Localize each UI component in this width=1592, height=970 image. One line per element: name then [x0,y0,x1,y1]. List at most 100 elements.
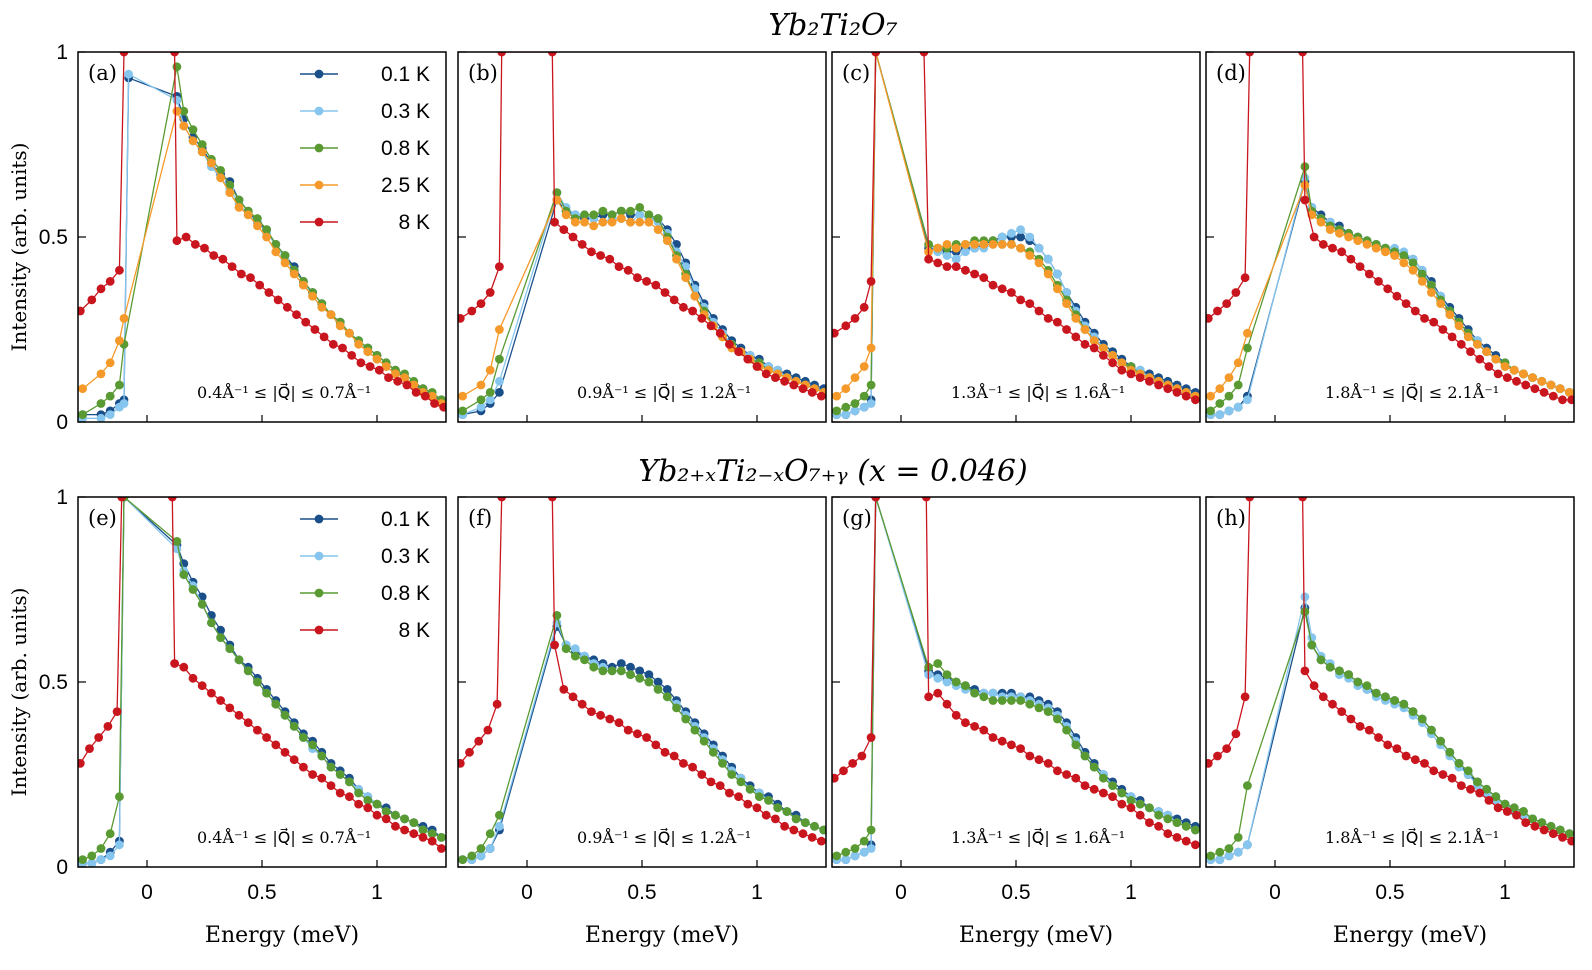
series-8-K-point [697,314,707,323]
series-8-K-point [497,52,507,57]
series-0-8-K-point [1445,747,1455,757]
legend-marker [314,625,324,635]
series-8-K-point [1392,291,1402,301]
series-2-5-K-point [997,240,1007,249]
series-8-K-point [1364,269,1374,279]
series-0-8-K-point [1053,714,1062,724]
series-8-K-point [1135,373,1145,382]
series-8-K-point [1337,707,1347,716]
series-8-K-point [1530,384,1540,394]
series-0-3-K-point [105,410,115,419]
series-8-K-point [1429,317,1439,327]
series-2-5-K-point [1509,365,1519,375]
series-0-8-K-line [462,190,824,412]
series-2-5-K-point [427,391,437,401]
series-2-5-K-point [1565,388,1574,397]
series-0-8-K-point [1243,343,1252,353]
series-0-8-K-point [1417,269,1427,279]
series-0-8-K-point [1473,777,1482,787]
series-8-K-point [1300,666,1310,676]
series-2-5-K-point [1089,336,1099,345]
series-0-8-K-point [933,659,943,668]
series-0-8-K-point [1500,799,1510,809]
q-range-label: 0.4Å⁻¹ ≤ |Q⃗| ≤ 0.7Å⁻¹ [197,382,371,402]
series-8-K-point [1438,325,1448,334]
series-2-5-K-point [391,369,400,379]
series-8-K-point [1240,273,1250,283]
series-8-K-point [780,821,789,831]
series-8-K-point [1392,744,1402,753]
series-0-8-K-point [197,140,207,149]
series-8-K-point [328,339,338,349]
series-8-K-point [669,751,679,761]
series-0-8-K-point [495,810,504,820]
q-range-label: 1.3Å⁻¹ ≤ |Q⃗| ≤ 1.6Å⁻¹ [951,382,1125,402]
series-8-K-point [411,388,421,397]
series-2-5-K-point [1491,354,1501,364]
series-0-3-K-line [462,191,824,416]
series-8-K-point [547,52,557,57]
series-8-K-point [997,736,1007,746]
series-8-K-point [338,343,347,353]
series-2-5-K-point [1463,332,1473,342]
series-0-3-K-point [1224,851,1234,861]
row-title-top: Yb₂Ti₂O₇ [768,8,897,43]
series-8-K-point [734,792,743,802]
panel-b: (b) 0.9Å⁻¹ ≤ |Q⃗| ≤ 1.2Å⁻¹ [457,51,827,423]
series-8-K-point [605,714,615,724]
series-8-K-point [1007,288,1016,297]
series-8-K-line [833,497,1196,846]
series-0-8-K-point [1071,740,1081,750]
series-2-5-K-point [961,240,970,249]
series-0-8-K-point [271,240,281,249]
series-8-K-point [1521,818,1531,827]
series-0-8-K-point [427,829,437,839]
series-8-K-point [1099,788,1108,798]
series-8-K-point [179,662,189,672]
series-8-K-point [614,718,624,728]
series-8-K-point [289,755,299,765]
series-0-8-K-point [866,380,876,390]
series-0-8-K-point [485,388,495,397]
series-2-5-K-point [850,373,860,382]
series-8-K-point [1548,829,1558,839]
series-0-8-K-point [1436,736,1445,746]
series-8-K-point [301,317,311,327]
series-8-K-point [246,273,255,283]
series-8-K-point [715,328,725,338]
series-8-K-point [817,391,826,401]
series-0-3-K-point [485,395,495,405]
panel-label: (e) [88,506,117,530]
series-8-K-point [850,314,860,323]
series-8-K-point [200,243,209,253]
legend: 0.1 K 0.3 K 0.8 K 8 K [300,508,430,642]
series-8-K-point [559,225,569,235]
series-8-K-point [1145,376,1154,386]
series-8-K-point [761,369,771,379]
series-8-K-point [921,497,931,502]
series-0-3-K-line [462,620,824,861]
series-8-K-point [400,825,409,835]
x-axis-label: Energy (meV) [959,923,1113,948]
series-8-K-point [317,773,327,783]
series-0-1-K-point [616,659,626,668]
series-8-K-point [1154,821,1163,831]
series-0-1-K-point [1016,232,1025,242]
series-8-K-point [942,699,952,709]
series-2-5-K-point [216,173,226,183]
series-0-8-K-point [616,206,626,216]
series-0-3-K-point [933,673,943,683]
series-0-8-K-point [644,677,654,687]
legend-entry: 0.1 K [381,508,430,531]
series-2-5-K-point [1482,347,1491,357]
series-2-5-K-point [1546,380,1556,390]
series-8-K-point [924,692,933,702]
series-0-8-K-point [589,662,599,672]
series-0-8-K-point [1519,807,1528,816]
series-8-K-point [1337,247,1347,257]
series-8-K-point [253,725,262,735]
panel-label: (a) [88,61,117,85]
series-0-8-K-point [616,666,626,676]
series-0-3-K-point [1034,243,1044,253]
